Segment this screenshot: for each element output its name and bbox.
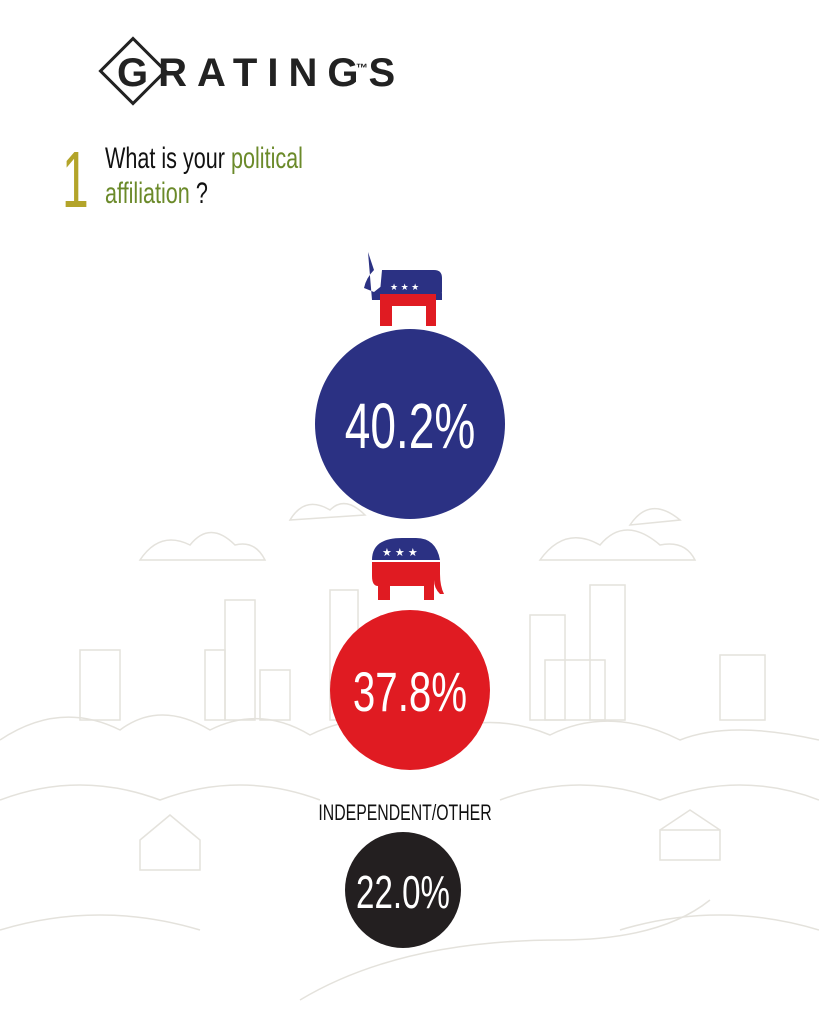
- question-part: ?: [196, 175, 208, 209]
- republican-icon: ★ ★ ★: [372, 538, 444, 600]
- question-text: affiliation ?: [105, 175, 208, 209]
- stars: ★ ★ ★: [390, 282, 419, 292]
- stars: ★ ★ ★: [382, 547, 418, 559]
- question: 1 What is your political affiliation ?: [62, 134, 303, 224]
- logo-trademark: ™: [356, 61, 368, 75]
- logo: GRATINGS ™: [98, 36, 405, 106]
- question-part-highlight: affiliation: [105, 175, 190, 209]
- logo-text: GRATINGS: [117, 51, 405, 95]
- democrat-icon: ★ ★ ★: [364, 252, 442, 326]
- result-label: INDEPENDENT/OTHER: [318, 802, 491, 826]
- result-value: 22.0%: [356, 868, 450, 918]
- question-part: What is your: [105, 140, 225, 174]
- result-value: 37.8%: [353, 662, 467, 724]
- result-value: 40.2%: [345, 391, 476, 462]
- democrat-circle: [315, 329, 505, 519]
- question-number: 1: [62, 134, 89, 224]
- republican-circle: [330, 610, 490, 770]
- question-text: What is your political: [105, 140, 303, 174]
- independent-circle: [345, 832, 461, 948]
- question-part-highlight: political: [231, 140, 303, 174]
- logo-diamond: [98, 36, 168, 106]
